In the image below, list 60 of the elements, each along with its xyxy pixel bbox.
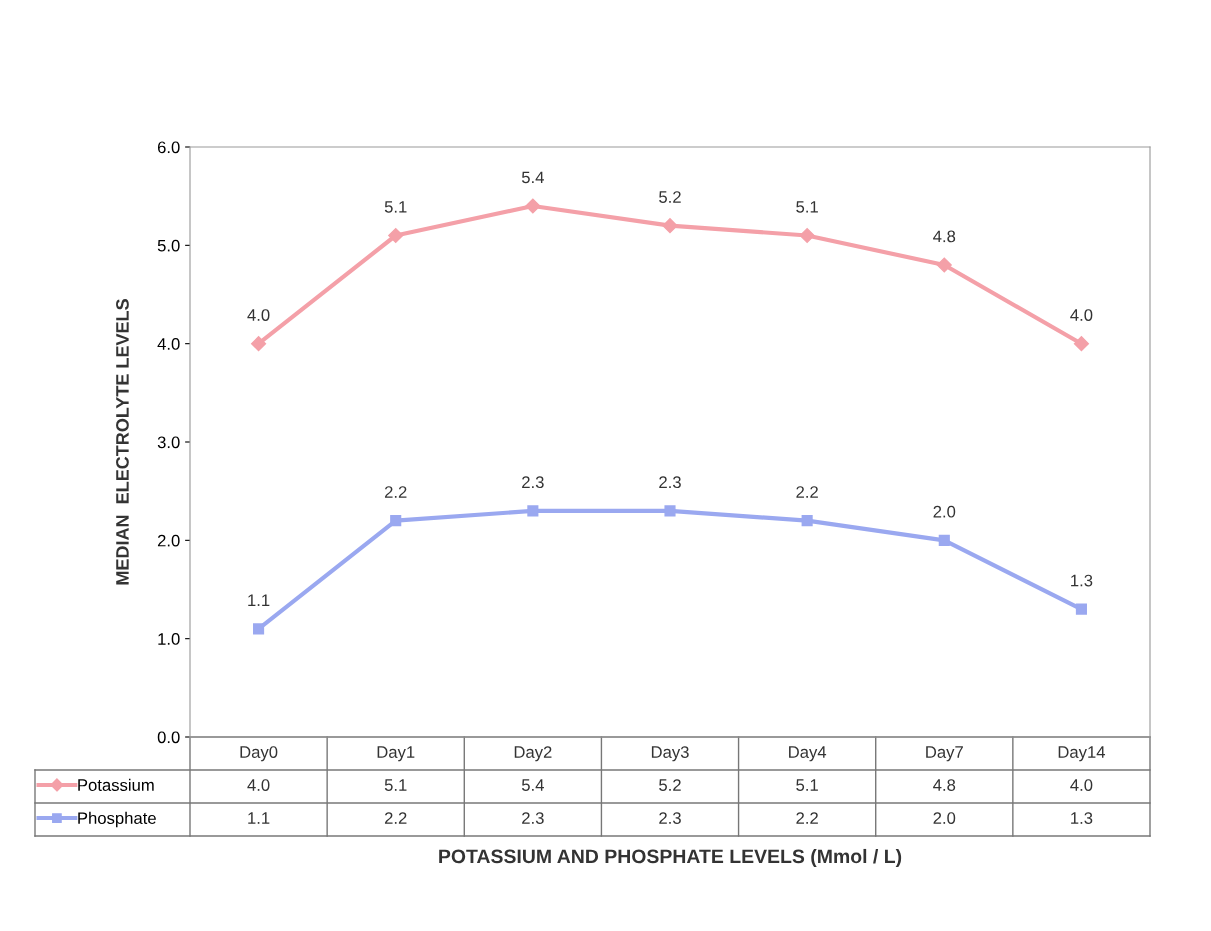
text: 2.3 [659,476,681,489]
legend-label: Potassium [78,778,154,791]
x-tick-label: Day1 [377,746,415,762]
text: 2.3 [522,476,544,489]
text: 5.1 [384,201,407,213]
text: 5.4 [521,171,544,184]
y-tick-label: 6.0 [157,141,180,154]
point [527,505,539,517]
text: 2.2 [796,486,818,498]
x-tick-label: Day0 [240,746,278,762]
point [664,505,676,517]
data-label: 2.2 [796,812,818,824]
text: 4.8 [933,230,956,243]
data-label: 2.3 [659,812,681,824]
point [1075,603,1087,615]
text: 4.0 [247,309,270,321]
y-tick-label: 3.0 [157,436,180,449]
x-tick-label: Day4 [789,746,827,762]
point [390,515,402,527]
y-tick-label: 0.0 [157,731,180,744]
point [938,534,950,546]
data-label: 4.0 [1070,779,1093,791]
text: 1.3 [1071,574,1093,587]
y-tick-label: 4.0 [157,338,180,350]
point [936,257,952,273]
text: 4.0 [1070,309,1093,321]
point [801,515,813,527]
data-label: 2.3 [522,812,544,824]
data-label: 2.0 [933,812,956,824]
x-axis-title: POTASSIUM AND PHOSPHATE LEVELS (Mmol / L) [439,848,902,868]
data-label: 2.2 [384,812,407,824]
point [799,227,815,244]
legend-label: Phosphate [78,811,156,828]
text: 2.0 [933,505,956,518]
data-label: 5.2 [659,779,681,791]
text: 1.1 [248,594,270,606]
x-tick-label: Day2 [514,746,552,762]
data-label: 4.8 [933,779,956,791]
x-tick-label: Day7 [926,746,963,762]
point [253,623,265,635]
x-tick-label: Day3 [651,746,689,762]
data-label: 5.1 [384,779,407,791]
point [1073,336,1089,352]
data-label: 1.3 [1071,812,1093,824]
data-label: 5.4 [521,779,544,791]
point [662,218,678,234]
y-tick-label: 1.0 [158,633,180,645]
data-label: 4.0 [247,779,270,791]
data-label: 1.1 [248,812,270,824]
text: 5.2 [659,191,681,203]
data-label: 5.1 [796,779,818,791]
y-tick-label: 5.0 [157,239,180,252]
y-axis-title: MEDIAN ELECTROLYTE LEVELS [116,299,129,585]
text: 2.2 [384,486,407,498]
point [388,227,404,244]
x-tick-label: Day14 [1058,746,1106,762]
y-tick-label: 2.0 [157,534,180,547]
point [525,198,541,214]
point [251,336,267,352]
text: 5.1 [796,201,818,213]
